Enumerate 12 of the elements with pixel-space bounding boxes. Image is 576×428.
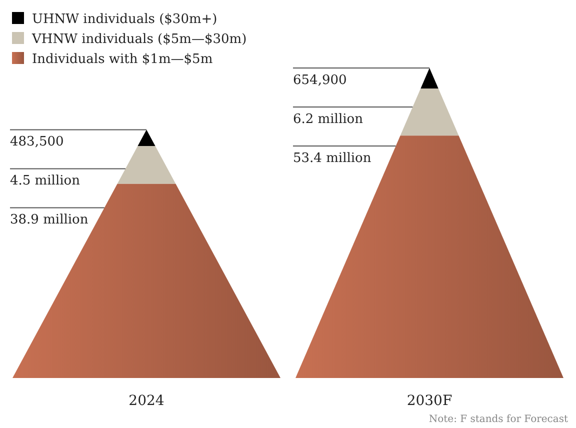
data-label: 6.2 million [293, 112, 364, 127]
data-label: 38.9 million [10, 212, 89, 228]
data-label: 483,500 [10, 134, 64, 150]
category-label: 2030F [406, 393, 452, 409]
data-label: 53.4 million [293, 151, 372, 166]
text: Note: F stands for Forecast [428, 414, 568, 425]
legend-label: Individuals with $1m—$5m [32, 52, 213, 67]
legend-label: UHNW individuals ($30m+) [32, 12, 218, 27]
data-label: 654,900 [293, 73, 347, 88]
data-label: 4.5 million [10, 174, 81, 189]
legend-label: VHNW individuals ($5m—$30m) [31, 32, 247, 47]
category-label: 2024 [128, 393, 164, 409]
